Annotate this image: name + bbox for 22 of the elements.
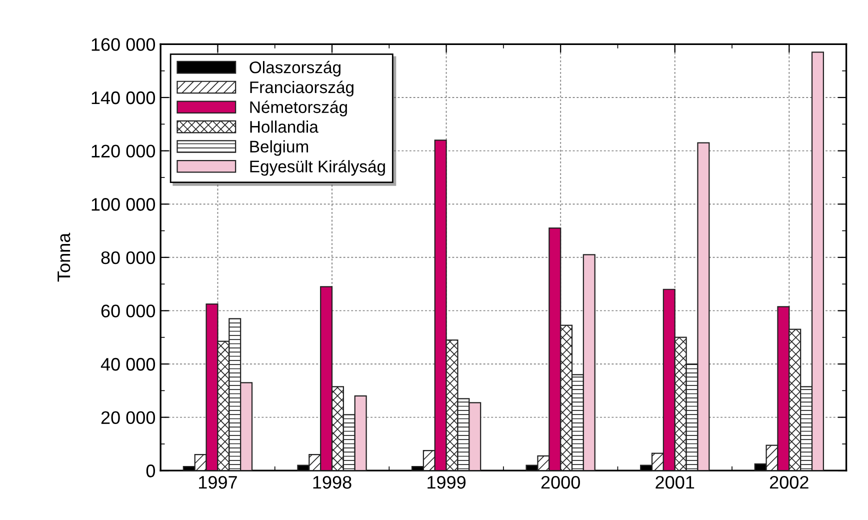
y-tick-label: 40 000 — [100, 358, 156, 371]
legend-label: Hollandia — [250, 120, 318, 133]
x-tick-label: 1998 — [313, 476, 352, 489]
legend-label: Egyesült Királyság — [250, 160, 385, 176]
y-tick-label: 60 000 — [101, 304, 156, 318]
x-tick-label: 2001 — [656, 476, 694, 489]
y-tick-label: 160 000 — [92, 38, 156, 51]
y-tick-label: 20 000 — [101, 411, 156, 424]
y-tick-label: 80 000 — [101, 251, 156, 264]
x-tick-label: 2000 — [541, 476, 580, 489]
y-tick-label: 100 000 — [92, 198, 156, 211]
legend-label: Franciaország — [250, 80, 354, 96]
x-tick-label: 1997 — [199, 476, 237, 489]
y-tick-label: 0 — [146, 464, 156, 478]
y-axis-title: Tonna — [58, 232, 70, 282]
x-tick-label: 1999 — [428, 476, 466, 489]
legend-label: Olaszország — [250, 60, 340, 77]
y-tick-label: 120 000 — [92, 144, 156, 158]
x-tick-label: 2002 — [770, 476, 808, 489]
legend-label: Németország — [250, 100, 347, 116]
y-tick-label: 140 000 — [92, 91, 156, 104]
legend-label: Belgium — [250, 140, 308, 156]
